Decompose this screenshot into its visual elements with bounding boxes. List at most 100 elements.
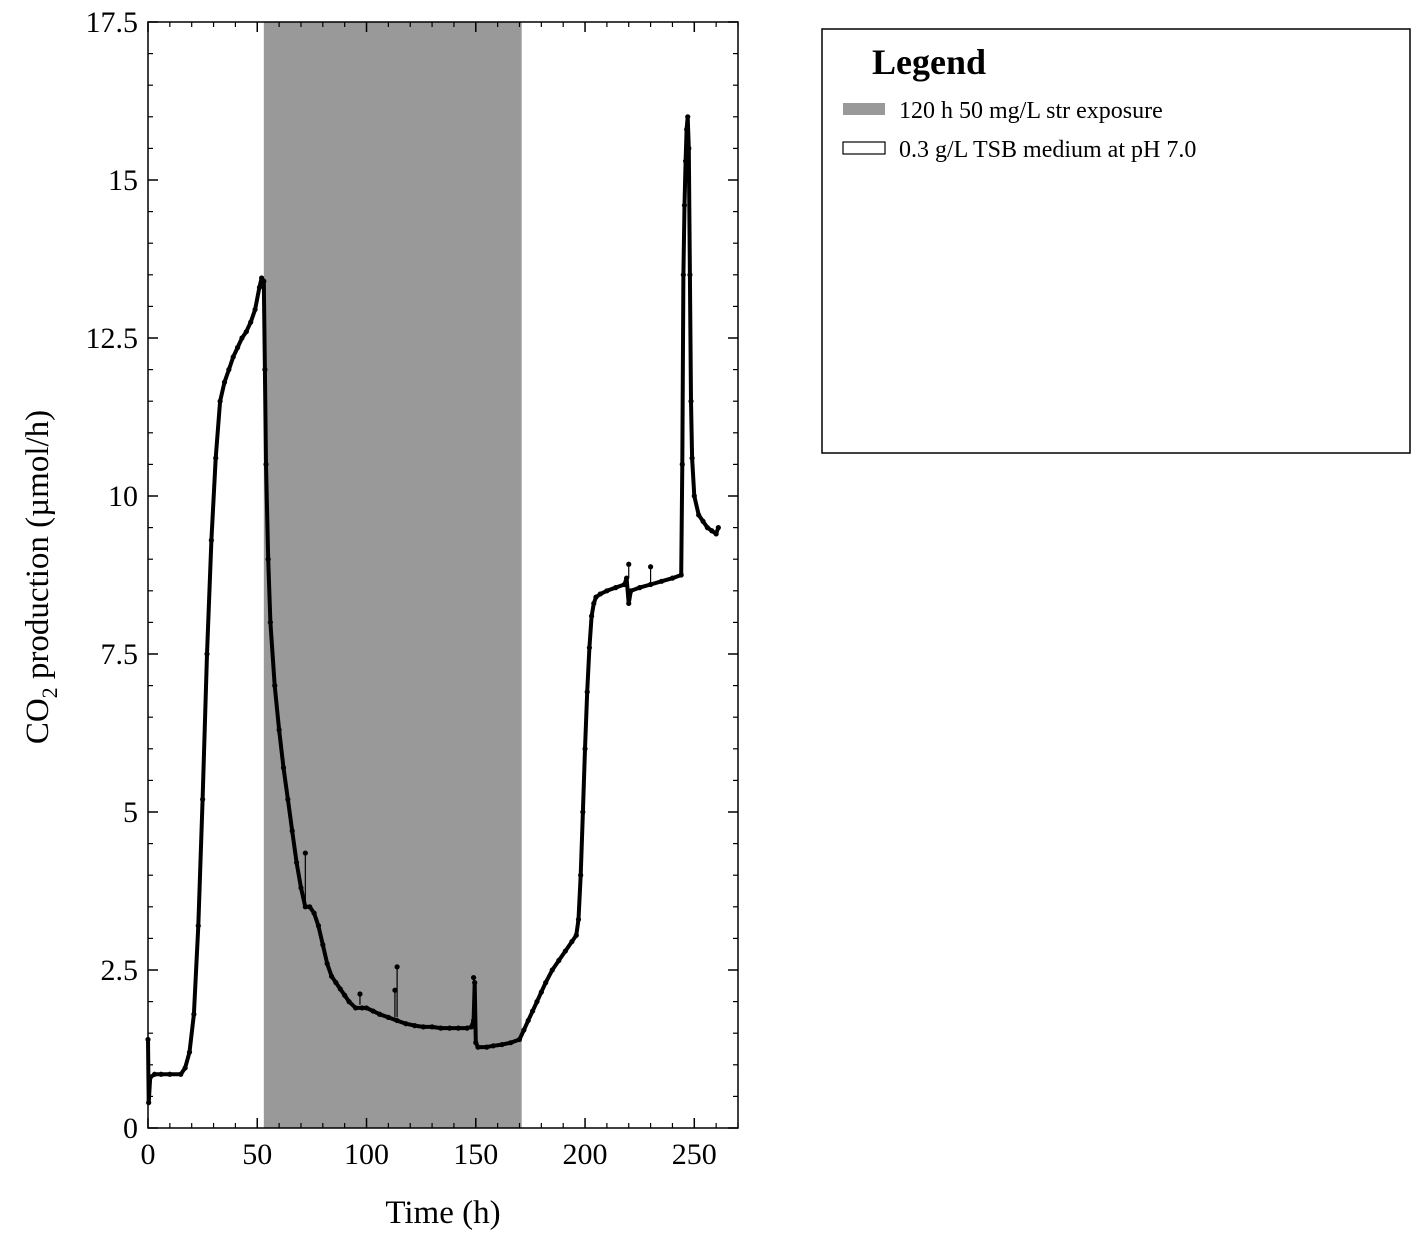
legend-label-exposure: 120 h 50 mg/L str exposure <box>899 98 1163 124</box>
spike-point-5 <box>626 561 632 567</box>
series-point <box>473 1040 479 1046</box>
series-point <box>276 727 282 733</box>
series-point <box>363 1005 370 1011</box>
series-point <box>685 114 691 120</box>
series-point <box>525 1017 531 1024</box>
series-point <box>490 1043 496 1049</box>
spike-point-6 <box>647 564 654 570</box>
series-point <box>311 910 317 916</box>
series-point <box>704 525 711 531</box>
series-point <box>239 335 245 341</box>
series-point <box>208 537 214 543</box>
y-tick-label: 12.5 <box>86 322 139 355</box>
series-point <box>261 278 267 284</box>
series-point <box>195 923 201 929</box>
series-point <box>591 600 597 607</box>
series-point <box>178 1071 184 1077</box>
series-point <box>200 796 206 802</box>
series-point <box>446 1025 453 1031</box>
series-point <box>689 455 695 461</box>
y-axis-ticks: 0 2.5 5 7.5 10 12.5 15 17.5 <box>86 6 738 1145</box>
y-tick-label: 0 <box>123 1112 138 1145</box>
plot-area-frame <box>147 21 739 1129</box>
series-point <box>298 885 304 891</box>
series-point <box>613 585 619 591</box>
shaded-region-0 <box>263 22 522 1128</box>
series-point <box>700 518 706 524</box>
series-point <box>403 1021 409 1027</box>
x-tick-label: 100 <box>344 1138 389 1171</box>
spike-point-0 <box>302 850 308 856</box>
series-point <box>556 957 562 964</box>
series-point <box>385 1014 391 1021</box>
series-point <box>320 942 326 948</box>
series-point <box>370 1008 376 1014</box>
series-point <box>580 809 586 815</box>
series-point <box>573 932 579 938</box>
series-point <box>262 367 268 373</box>
series-point <box>538 989 544 995</box>
legend-label-medium: 0.3 g/L TSB medium at pH 7.0 <box>899 137 1196 163</box>
exposure-shaded-region-layer <box>263 22 522 1128</box>
series-point <box>684 126 690 133</box>
series-point <box>628 588 634 594</box>
series-point <box>582 746 588 752</box>
series-point <box>252 306 258 313</box>
x-tick-label: 50 <box>242 1138 272 1171</box>
series-point <box>588 613 595 619</box>
series-point <box>307 904 313 910</box>
series-point <box>715 525 721 531</box>
series-point <box>543 980 549 986</box>
series-point <box>472 980 478 986</box>
series-point <box>256 284 263 291</box>
series-point <box>324 961 330 967</box>
series-point <box>691 493 697 499</box>
legend-title: Legend <box>872 42 986 82</box>
series-point <box>484 1044 490 1050</box>
series-point <box>468 1024 475 1030</box>
series-point <box>377 1011 383 1017</box>
series-point <box>680 272 686 278</box>
series-point <box>508 1040 514 1046</box>
series-point <box>346 999 352 1005</box>
series-point <box>234 344 241 351</box>
legend-swatch-medium <box>842 141 886 155</box>
series-point <box>584 689 590 695</box>
series-point <box>248 319 254 325</box>
series-point <box>182 1065 188 1071</box>
series-point <box>569 938 575 945</box>
series-point <box>682 158 689 164</box>
series-point <box>621 581 627 588</box>
series-point <box>191 1011 197 1017</box>
series-point <box>158 1071 164 1077</box>
series-point <box>394 1017 400 1024</box>
series-point <box>681 202 688 208</box>
y-axis-title-subscript: 2 <box>37 687 62 698</box>
y-tick-label: 7.5 <box>101 638 139 671</box>
series-point <box>217 398 223 404</box>
series-point <box>272 683 278 689</box>
series-point <box>688 398 694 404</box>
series-point <box>521 1027 527 1033</box>
series-point <box>221 379 228 385</box>
series-point <box>562 948 568 954</box>
legend-box: Legend 120 h 50 mg/L str exposure 0.3 g/… <box>821 28 1411 454</box>
series-point <box>623 575 630 581</box>
spike-point-2 <box>392 987 398 993</box>
series-point <box>280 765 287 771</box>
y-axis-title: CO2 production (µmol/h) <box>20 410 62 744</box>
series-point <box>626 600 632 607</box>
series-point <box>637 585 643 591</box>
series-point <box>352 1005 359 1011</box>
series-point <box>464 1025 470 1031</box>
x-axis-title: Time (h) <box>385 1195 500 1231</box>
series-point <box>516 1036 523 1043</box>
series-point <box>328 973 335 979</box>
series-point <box>243 329 249 335</box>
series-point <box>713 531 719 537</box>
y-axis-title-main: CO <box>20 698 56 744</box>
series-point <box>293 859 300 866</box>
series-point <box>315 923 322 929</box>
series-point <box>593 594 599 600</box>
